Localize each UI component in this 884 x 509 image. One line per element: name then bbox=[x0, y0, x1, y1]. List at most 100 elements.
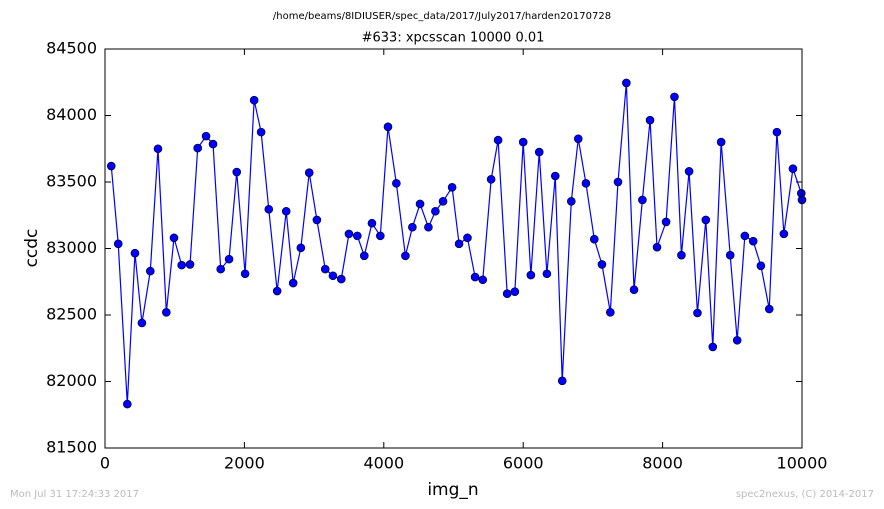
data-point bbox=[328, 271, 338, 281]
x-tick-label: 8000 bbox=[642, 454, 683, 473]
y-tick-label: 84000 bbox=[46, 105, 97, 124]
data-point bbox=[367, 218, 377, 228]
data-point bbox=[146, 266, 155, 276]
data-point bbox=[581, 179, 591, 188]
data-point bbox=[185, 260, 195, 269]
data-point bbox=[788, 164, 798, 173]
data-point bbox=[438, 196, 448, 206]
suptitle: /home/beams/8IDIUSER/spec_data/2017/July… bbox=[273, 11, 611, 22]
data-point bbox=[684, 167, 694, 176]
data-point bbox=[224, 254, 234, 264]
data-point bbox=[645, 115, 655, 125]
data-point bbox=[677, 250, 686, 260]
data-point bbox=[424, 222, 433, 232]
data-point bbox=[401, 251, 410, 261]
y-tick-label: 81500 bbox=[46, 438, 97, 457]
x-axis-label: img_n bbox=[427, 480, 478, 500]
data-point bbox=[661, 217, 671, 227]
data-point bbox=[216, 264, 226, 274]
data-point bbox=[208, 139, 218, 149]
data-point bbox=[748, 236, 758, 246]
data-point bbox=[312, 215, 322, 225]
footer-right: spec2nexus, (C) 2014-2017 bbox=[736, 489, 874, 500]
plot-frame bbox=[104, 48, 803, 449]
data-point bbox=[756, 261, 766, 271]
data-point bbox=[740, 231, 750, 241]
data-point bbox=[201, 131, 211, 141]
data-point bbox=[240, 269, 250, 279]
data-point bbox=[725, 250, 735, 260]
data-point bbox=[772, 127, 782, 137]
data-point bbox=[502, 289, 512, 299]
data-point bbox=[557, 376, 567, 386]
y-tick-label: 83000 bbox=[46, 238, 97, 257]
data-point bbox=[622, 78, 631, 88]
data-point bbox=[383, 122, 393, 132]
x-tick-label: 0 bbox=[100, 454, 110, 473]
data-point bbox=[566, 196, 576, 206]
data-point bbox=[415, 199, 425, 209]
data-point bbox=[486, 175, 496, 184]
data-point bbox=[296, 243, 306, 253]
data-point bbox=[510, 287, 520, 297]
data-point bbox=[693, 308, 702, 318]
data-point bbox=[629, 285, 639, 295]
data-point bbox=[518, 137, 528, 147]
data-point bbox=[232, 167, 242, 177]
data-point bbox=[359, 251, 369, 261]
chart-title: #633: xpcsscan 10000 0.01 bbox=[362, 31, 545, 46]
data-point bbox=[470, 272, 480, 282]
data-point bbox=[638, 195, 647, 205]
data-point bbox=[764, 304, 774, 314]
y-axis-label: ccdc bbox=[22, 229, 42, 268]
x-tick-label: 4000 bbox=[363, 454, 404, 473]
data-point bbox=[344, 229, 354, 239]
data-point bbox=[304, 168, 314, 177]
data-point bbox=[162, 308, 171, 317]
data-point bbox=[113, 239, 123, 249]
data-point bbox=[353, 231, 362, 241]
data-point bbox=[589, 234, 599, 244]
y-tick-label: 82500 bbox=[46, 305, 97, 324]
x-tick-label: 2000 bbox=[224, 454, 265, 473]
data-point bbox=[193, 143, 203, 153]
x-tick-label: 10000 bbox=[777, 454, 828, 473]
data-point bbox=[454, 239, 464, 249]
data-point bbox=[716, 137, 726, 147]
data-point bbox=[272, 286, 282, 296]
data-point bbox=[670, 92, 679, 102]
data-point bbox=[534, 147, 544, 157]
data-point bbox=[493, 135, 503, 145]
data-point bbox=[249, 95, 259, 105]
data-point bbox=[264, 204, 274, 214]
data-point bbox=[613, 177, 623, 187]
x-tick-label: 6000 bbox=[503, 454, 544, 473]
data-point bbox=[106, 161, 116, 171]
data-point bbox=[652, 242, 662, 252]
data-point bbox=[177, 260, 186, 270]
data-point bbox=[408, 222, 417, 232]
data-point bbox=[130, 248, 140, 258]
data-point bbox=[137, 318, 147, 328]
data-point bbox=[153, 144, 163, 154]
data-point bbox=[463, 233, 472, 243]
data-point bbox=[708, 342, 718, 352]
data-point bbox=[320, 264, 330, 274]
data-point bbox=[123, 399, 132, 409]
data-point bbox=[701, 215, 711, 225]
data-point bbox=[573, 134, 583, 144]
data-point bbox=[256, 127, 266, 137]
data-point bbox=[597, 260, 607, 269]
data-point bbox=[336, 274, 346, 284]
data-point bbox=[392, 179, 401, 188]
data-point bbox=[288, 278, 298, 288]
data-point bbox=[478, 275, 488, 285]
footer-left: Mon Jul 31 17:24:33 2017 bbox=[10, 489, 139, 500]
data-point bbox=[447, 183, 457, 192]
data-point bbox=[550, 171, 560, 181]
data-point bbox=[281, 206, 291, 216]
y-tick-label: 83500 bbox=[46, 172, 97, 191]
data-point bbox=[431, 206, 440, 216]
